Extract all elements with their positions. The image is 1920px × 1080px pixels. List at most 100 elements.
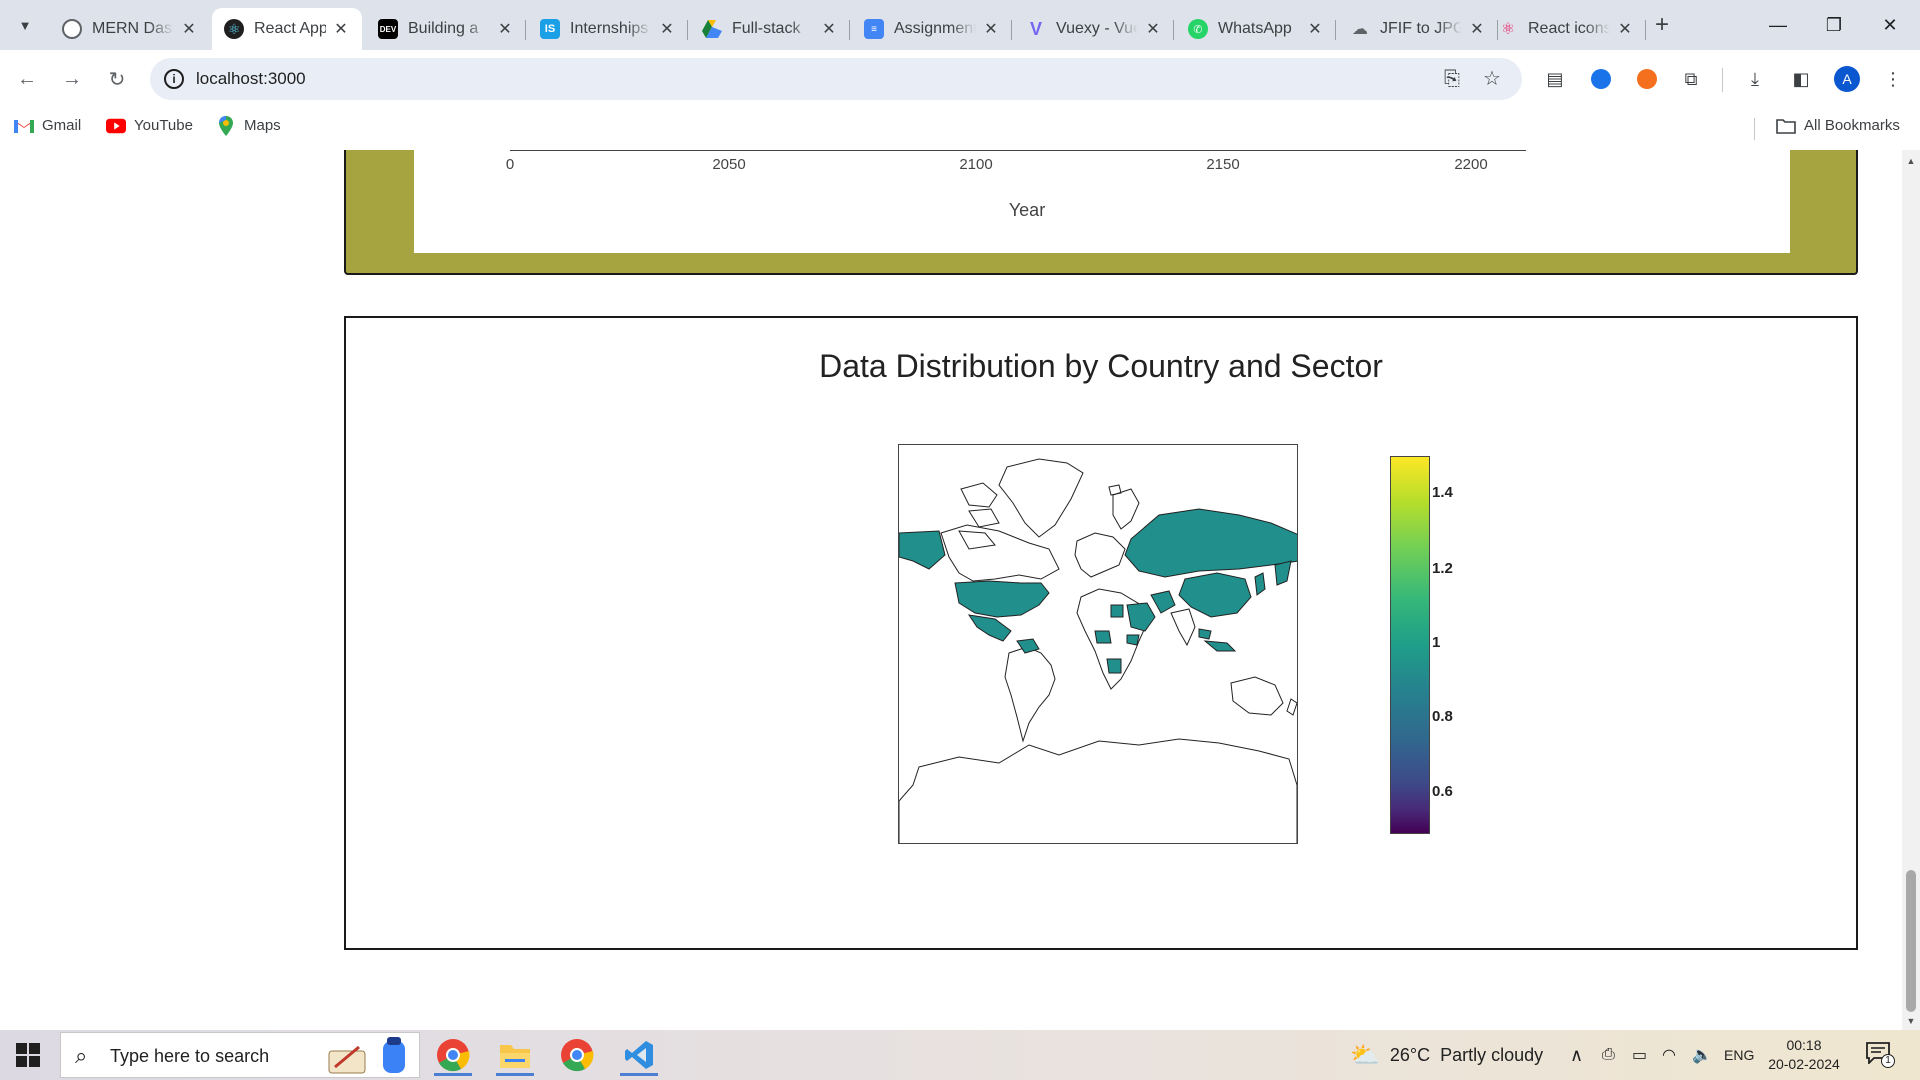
- country-egypt: [1110, 604, 1124, 618]
- search-highlight-art-icon: [328, 1037, 405, 1074]
- colorbar-tick-label: 0.6: [1432, 783, 1453, 800]
- bookmark-gmail[interactable]: Gmail: [14, 117, 81, 134]
- colorbar-tick-label: 1: [1432, 634, 1441, 651]
- restore-icon: ❐: [1825, 14, 1843, 35]
- extensions-puzzle-icon[interactable]: ⧉: [1684, 68, 1698, 89]
- address-bar[interactable]: i localhost:3000 ⎘ ☆: [150, 58, 1522, 100]
- tab-whatsapp[interactable]: ✆ WhatsApp ✕: [1176, 8, 1336, 50]
- tab-mern-dashboard[interactable]: MERN Dashboard ✕: [50, 8, 210, 50]
- bookmark-star-icon[interactable]: ☆: [1483, 68, 1501, 90]
- tab-search-button[interactable]: ▼: [10, 10, 40, 40]
- battery-icon[interactable]: ▭: [1632, 1047, 1648, 1064]
- x-tick-label: 2050: [712, 156, 746, 173]
- colorbar-tick-label: 1.2: [1432, 560, 1453, 577]
- x-tick-label: 2150: [1206, 156, 1240, 173]
- bookmark-label: Gmail: [42, 117, 82, 134]
- close-icon[interactable]: ✕: [1470, 21, 1484, 38]
- language-indicator[interactable]: ENG: [1724, 1047, 1755, 1063]
- country-iran: [1150, 590, 1176, 614]
- close-icon[interactable]: ✕: [822, 21, 836, 38]
- tab-jfif-to-jpg[interactable]: ☁ JFIF to JPG ✕: [1338, 8, 1498, 50]
- system-clock[interactable]: 00:18 20-02-2024: [1764, 1036, 1844, 1074]
- install-app-icon[interactable]: ⎘: [1444, 68, 1460, 90]
- choropleth-map[interactable]: [898, 444, 1298, 844]
- scrollbar-thumb[interactable]: [1906, 870, 1916, 1012]
- windows-start-button[interactable]: [16, 1043, 40, 1067]
- country-japan: [1254, 572, 1266, 596]
- tab-building[interactable]: DEV Building a ✕: [366, 8, 526, 50]
- youtube-icon: [106, 118, 126, 134]
- extension-blue-icon[interactable]: [1586, 64, 1616, 94]
- clock-time: 00:18: [1786, 1037, 1822, 1053]
- world-map-svg: [899, 458, 1297, 843]
- country-venezuela: [1016, 638, 1040, 654]
- tab-assignment[interactable]: ≡ Assignment ✕: [852, 8, 1012, 50]
- taskbar-chrome-profile-b[interactable]: [554, 1034, 600, 1076]
- close-icon[interactable]: ✕: [334, 21, 348, 38]
- close-icon[interactable]: ✕: [498, 21, 512, 38]
- scroll-down-icon[interactable]: ▼: [1906, 1016, 1916, 1026]
- extension-orange-icon[interactable]: [1632, 64, 1662, 94]
- back-button[interactable]: ←: [10, 62, 44, 96]
- reload-button[interactable]: ↻: [100, 62, 134, 96]
- menu-kebab-icon[interactable]: ⋮: [1884, 68, 1902, 89]
- taskbar-vscode[interactable]: [616, 1034, 662, 1076]
- bookmarks-bar: Gmail YouTube Maps All Bookmarks: [0, 108, 1920, 150]
- country-india: [1170, 608, 1196, 647]
- show-hidden-icons-button[interactable]: ∧: [1570, 1030, 1583, 1080]
- page-scrollbar[interactable]: ▲ ▼: [1902, 150, 1920, 1030]
- notification-center-button[interactable]: 1: [1866, 1042, 1895, 1068]
- weather-widget[interactable]: ⛅ 26°C Partly cloudy: [1350, 1030, 1543, 1080]
- country-angola: [1106, 658, 1122, 674]
- wifi-icon[interactable]: ◠: [1662, 1047, 1676, 1064]
- x-axis-line: [510, 150, 1526, 151]
- country-new-zealand: [1286, 698, 1297, 716]
- tab-title: Building a: [408, 20, 479, 37]
- tab-internships[interactable]: IS Internships ✕: [528, 8, 688, 50]
- chevron-down-icon: ▼: [18, 17, 32, 33]
- new-tab-button[interactable]: +: [1648, 12, 1676, 40]
- tab-full-stack[interactable]: Full-stack ✕: [690, 8, 850, 50]
- taskbar-search-box[interactable]: ⌕ Type here to search: [60, 1032, 420, 1078]
- scroll-up-icon[interactable]: ▲: [1906, 156, 1916, 166]
- close-icon[interactable]: ✕: [984, 21, 998, 38]
- url-text[interactable]: localhost:3000: [196, 69, 306, 88]
- internshala-icon: IS: [540, 19, 560, 39]
- windows-logo-icon: [16, 1043, 27, 1054]
- close-window-button[interactable]: ✕: [1862, 0, 1918, 50]
- country-mexico: [967, 614, 1012, 642]
- chevron-up-icon: ∧: [1570, 1044, 1584, 1065]
- country-russia: [1124, 508, 1297, 578]
- minimize-icon: —: [1769, 14, 1787, 35]
- extension-docs-icon[interactable]: ▤: [1546, 68, 1564, 89]
- browser-toolbar: ← → ↻ i localhost:3000 ⎘ ☆ ▤ ⧉ ⤓ ◧ A ⋮: [0, 50, 1920, 108]
- bookmark-youtube[interactable]: YouTube: [106, 117, 193, 134]
- bookmark-maps[interactable]: Maps: [216, 115, 281, 136]
- maps-icon: [216, 115, 236, 136]
- notification-icon: [1866, 1042, 1890, 1066]
- profile-avatar[interactable]: A: [1834, 66, 1860, 92]
- close-icon[interactable]: ✕: [1146, 21, 1160, 38]
- close-icon[interactable]: ✕: [1308, 21, 1322, 38]
- close-icon[interactable]: ✕: [1618, 21, 1632, 38]
- restore-button[interactable]: ❐: [1806, 0, 1862, 50]
- dev-icon: DEV: [378, 19, 398, 39]
- minimize-button[interactable]: —: [1750, 0, 1806, 50]
- tab-react-app[interactable]: ⚛ React App ✕: [212, 8, 362, 50]
- whatsapp-icon: ✆: [1188, 19, 1208, 39]
- info-icon[interactable]: i: [164, 69, 184, 89]
- x-tick-label: 2100: [959, 156, 993, 173]
- meet-now-icon[interactable]: ⎙: [1602, 1046, 1615, 1063]
- tab-vuexy[interactable]: V Vuexy - Vuejs ✕: [1014, 8, 1174, 50]
- download-icon[interactable]: ⤓: [1751, 68, 1759, 89]
- forward-button[interactable]: →: [55, 62, 89, 96]
- all-bookmarks-button[interactable]: All Bookmarks: [1776, 117, 1900, 134]
- side-panel-icon[interactable]: ◧: [1792, 68, 1810, 89]
- close-icon[interactable]: ✕: [182, 21, 196, 38]
- country-canada: [940, 524, 1060, 582]
- close-icon[interactable]: ✕: [660, 21, 674, 38]
- taskbar-file-explorer[interactable]: [492, 1034, 538, 1076]
- taskbar-chrome-profile-a[interactable]: [430, 1034, 476, 1076]
- tab-react-icons[interactable]: ⚛ React icons ✕: [1486, 8, 1646, 50]
- volume-icon[interactable]: 🔈: [1692, 1047, 1712, 1064]
